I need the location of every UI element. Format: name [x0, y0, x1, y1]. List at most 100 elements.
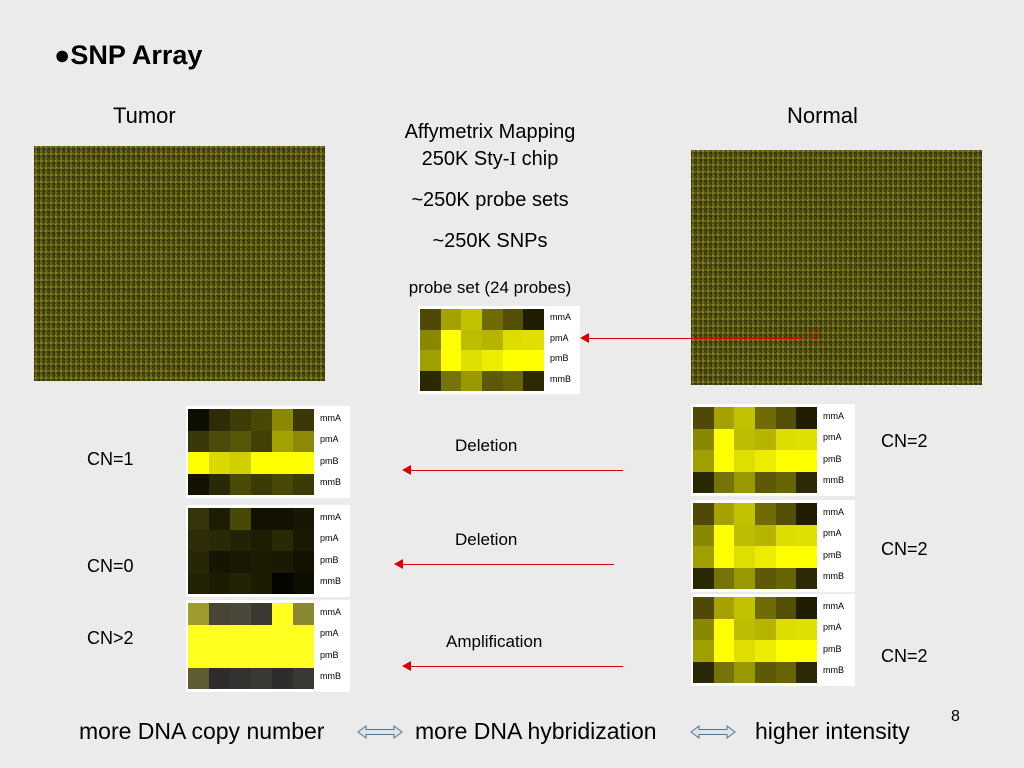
- probe-cell-r3-c4: [502, 370, 524, 391]
- probe-row-label-mmB: mmB: [550, 373, 571, 384]
- probe-cell-r1-c5: [796, 618, 817, 640]
- probe-cell-r0-c2: [734, 597, 755, 619]
- probe-cell-r3-c4: [272, 473, 293, 495]
- probe-row-label-pmA: pmA: [320, 533, 339, 544]
- probe-cell-r0-c0: [188, 409, 209, 431]
- probe-cell-r3-c2: [734, 471, 755, 493]
- normal-cn-label-2: CN=2: [881, 539, 928, 559]
- probe-cell-r1-c1: [713, 618, 735, 640]
- probe-cell-r1-c4: [272, 430, 293, 452]
- chip-line-2: 250K Sty-I chip: [421, 148, 559, 170]
- probe-cell-r1-c1: [209, 624, 230, 646]
- probe-cell-r2-c3: [251, 551, 272, 573]
- double-arrow-icon-2: [690, 725, 736, 739]
- tumor-probe-set-cn0: mmA pmA pmB mmB: [186, 505, 350, 597]
- probe-cell-r0-c3: [754, 503, 776, 525]
- probe-cell-r0-c4: [775, 503, 797, 525]
- bottom-text-middle: more DNA hybridization: [415, 718, 657, 744]
- normal-cn-label-1: CN=2: [881, 431, 928, 451]
- probe-cell-grid: [693, 597, 817, 683]
- event-arrow-head-2: [394, 559, 403, 569]
- probe-row-label-pmA: pmA: [823, 622, 842, 633]
- probe-row-label-pmB: pmB: [823, 643, 842, 654]
- probe-cell-r0-c0: [693, 597, 714, 619]
- probe-cell-r2-c0: [188, 646, 209, 668]
- probe-cell-r1-c4: [775, 524, 797, 546]
- probe-cell-r3-c0: [188, 667, 209, 689]
- probe-cell-r1-c0: [693, 618, 714, 640]
- probe-cell-r2-c1: [209, 646, 230, 668]
- probe-cell-grid: [693, 407, 817, 493]
- probe-cell-r0-c1: [209, 508, 230, 530]
- reference-probe-set: mmA pmA pmB mmB: [418, 306, 580, 394]
- probe-cell-r3-c0: [693, 661, 714, 683]
- probe-cell-r3-c4: [775, 471, 797, 493]
- probe-cell-r3-c5: [293, 473, 314, 495]
- probe-cell-r3-c3: [251, 667, 272, 689]
- probe-cell-r3-c5: [796, 567, 817, 589]
- probe-cell-r1-c1: [209, 529, 230, 551]
- probe-cell-r1-c3: [251, 430, 272, 452]
- probe-cell-r3-c1: [713, 661, 735, 683]
- probe-cell-r2-c0: [693, 640, 714, 662]
- probe-cell-r3-c2: [734, 661, 755, 683]
- tumor-chip-image: [34, 146, 325, 381]
- probe-cell-r3-c2: [230, 667, 251, 689]
- probe-cell-grid: [188, 409, 314, 495]
- probe-cell-r2-c4: [272, 646, 293, 668]
- probe-cell-r2-c3: [754, 546, 776, 568]
- probe-cell-r2-c1: [713, 546, 735, 568]
- probe-cell-r0-c0: [693, 503, 714, 525]
- probe-cell-r3-c5: [523, 370, 544, 391]
- probe-cell-r0-c5: [523, 309, 544, 330]
- probe-cell-r0-c1: [209, 603, 230, 625]
- probe-cell-r0-c5: [293, 409, 314, 431]
- probe-row-label-pmB: pmB: [320, 649, 339, 660]
- probe-cell-r3-c1: [209, 473, 230, 495]
- probe-cell-r3-c4: [272, 572, 293, 594]
- probe-cell-r1-c5: [796, 428, 817, 450]
- probe-cell-r0-c1: [713, 597, 735, 619]
- probe-cell-r1-c3: [251, 529, 272, 551]
- probe-cell-r0-c3: [251, 508, 272, 530]
- probe-row-label-pmA: pmA: [320, 628, 339, 639]
- probe-cell-r2-c5: [293, 452, 314, 474]
- normal-probe-set-3: mmA pmA pmB mmB: [691, 594, 855, 686]
- normal-probe-set-1: mmA pmA pmB mmB: [691, 404, 855, 496]
- probe-cell-r0-c1: [440, 309, 462, 330]
- probe-cell-r2-c5: [293, 646, 314, 668]
- bottom-text-left: more DNA copy number: [79, 718, 325, 744]
- probe-cell-r2-c4: [775, 546, 797, 568]
- probe-row-label-mmB: mmB: [320, 671, 341, 682]
- probe-cell-r1-c2: [734, 428, 755, 450]
- probe-cell-r3-c0: [693, 567, 714, 589]
- probe-cell-r2-c0: [420, 350, 441, 371]
- probe-cell-r1-c0: [693, 524, 714, 546]
- probe-cell-r1-c3: [754, 524, 776, 546]
- probe-cell-r0-c3: [251, 409, 272, 431]
- probe-cell-r1-c1: [713, 428, 735, 450]
- probe-cell-r2-c1: [713, 450, 735, 472]
- normal-cn-label-3: CN=2: [881, 646, 928, 666]
- probe-cell-r3-c1: [713, 567, 735, 589]
- reference-arrow-head: [580, 333, 589, 343]
- probe-cell-r0-c1: [209, 409, 230, 431]
- probe-cell-r1-c3: [481, 329, 503, 350]
- event-arrow-head-3: [402, 661, 411, 671]
- probe-cell-r1-c5: [796, 524, 817, 546]
- probe-cell-r2-c2: [734, 546, 755, 568]
- probe-cell-r3-c0: [693, 471, 714, 493]
- probe-cell-r1-c0: [420, 329, 441, 350]
- probe-cell-r1-c0: [188, 430, 209, 452]
- probe-row-label-pmA: pmA: [320, 434, 339, 445]
- probe-cell-r1-c5: [293, 430, 314, 452]
- probe-row-label-pmA: pmA: [823, 528, 842, 539]
- probe-row-label-pmA: pmA: [823, 432, 842, 443]
- probe-cell-r2-c2: [230, 551, 251, 573]
- probe-cell-r0-c4: [272, 508, 293, 530]
- probe-cell-r1-c2: [734, 618, 755, 640]
- probe-cell-r1-c5: [293, 529, 314, 551]
- probe-cell-r2-c5: [796, 450, 817, 472]
- probe-cell-r2-c4: [775, 640, 797, 662]
- probe-cell-r1-c0: [188, 624, 209, 646]
